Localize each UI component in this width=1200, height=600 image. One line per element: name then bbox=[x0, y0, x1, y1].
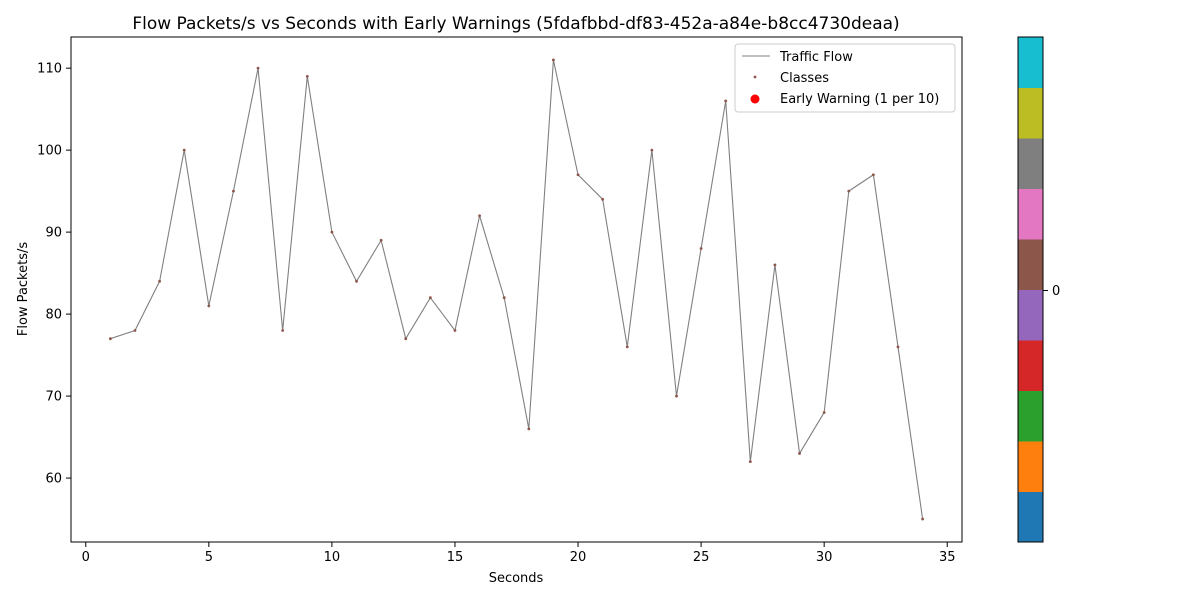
legend-marker-early-warning bbox=[750, 94, 760, 104]
x-tick-label: 10 bbox=[324, 550, 341, 565]
data-point bbox=[896, 345, 900, 349]
legend-label-early-warning: Early Warning (1 per 10) bbox=[780, 92, 939, 107]
data-point bbox=[576, 173, 580, 177]
y-tick-label: 70 bbox=[45, 390, 62, 405]
data-point bbox=[404, 337, 408, 341]
data-point bbox=[207, 304, 211, 308]
data-point bbox=[699, 247, 703, 250]
data-point bbox=[822, 411, 826, 414]
data-point bbox=[798, 452, 801, 455]
legend-marker-classes bbox=[753, 75, 757, 79]
colorbar-frame bbox=[1017, 36, 1044, 543]
legend: Traffic Flow Classes Early Warning (1 pe… bbox=[734, 43, 956, 113]
x-axis: 0 5 10 15 20 25 30 35 bbox=[82, 542, 956, 565]
data-point bbox=[478, 214, 481, 218]
y-tick-label: 110 bbox=[37, 62, 62, 77]
legend-label-classes: Classes bbox=[780, 71, 829, 86]
x-axis-label: Seconds bbox=[489, 571, 544, 586]
data-point bbox=[256, 66, 260, 70]
colorbar-segment bbox=[1018, 441, 1043, 492]
series-layer bbox=[108, 58, 925, 521]
data-point bbox=[847, 189, 851, 193]
data-point bbox=[502, 296, 506, 300]
data-point bbox=[281, 329, 285, 332]
x-tick-label: 15 bbox=[447, 550, 464, 565]
data-point bbox=[133, 329, 137, 332]
data-point bbox=[355, 279, 358, 283]
chart-title: Flow Packets/s vs Seconds with Early War… bbox=[132, 14, 899, 34]
x-tick-label: 20 bbox=[570, 550, 587, 565]
colorbar: 0 bbox=[1017, 36, 1060, 543]
data-point bbox=[675, 394, 678, 398]
data-point bbox=[527, 427, 531, 431]
y-tick-label: 60 bbox=[45, 472, 62, 487]
data-point bbox=[232, 189, 235, 193]
colorbar-segment bbox=[1018, 340, 1043, 391]
y-axis: 60 70 80 90 100 110 bbox=[37, 62, 71, 487]
y-axis-label: Flow Packets/s bbox=[16, 242, 31, 336]
series-line bbox=[110, 59, 924, 520]
x-tick-label: 0 bbox=[82, 550, 90, 565]
data-point bbox=[305, 74, 309, 78]
legend-box bbox=[734, 43, 956, 113]
data-point bbox=[773, 263, 777, 267]
y-tick-label: 90 bbox=[45, 226, 62, 241]
data-point bbox=[182, 148, 186, 152]
colorbar-segment bbox=[1018, 188, 1043, 240]
data-point bbox=[552, 58, 555, 62]
colorbar-tick-label: 0 bbox=[1052, 284, 1060, 299]
data-point bbox=[601, 197, 605, 201]
plot-area bbox=[70, 36, 963, 543]
colorbar-segment bbox=[1018, 289, 1043, 341]
data-point bbox=[453, 329, 457, 332]
colorbar-segment bbox=[1018, 390, 1043, 442]
x-tick-label: 25 bbox=[693, 550, 710, 565]
data-point bbox=[158, 279, 162, 283]
y-tick-label: 80 bbox=[45, 308, 62, 323]
data-point bbox=[650, 148, 654, 152]
legend-label-traffic-flow: Traffic Flow bbox=[779, 50, 853, 65]
data-point bbox=[724, 99, 728, 103]
colorbar-segment bbox=[1018, 491, 1043, 543]
colorbar-segment bbox=[1018, 239, 1043, 290]
data-point bbox=[748, 460, 752, 464]
colorbar-segment bbox=[1018, 87, 1043, 139]
data-point bbox=[921, 517, 925, 521]
data-point bbox=[428, 296, 432, 300]
data-point bbox=[625, 345, 629, 349]
data-point bbox=[379, 238, 383, 242]
colorbar-segment bbox=[1018, 138, 1043, 189]
data-point bbox=[330, 230, 334, 234]
x-tick-label: 5 bbox=[205, 550, 213, 565]
data-point bbox=[108, 337, 112, 341]
x-tick-label: 30 bbox=[816, 550, 833, 565]
data-point bbox=[871, 173, 875, 177]
y-tick-label: 100 bbox=[37, 144, 62, 159]
x-tick-label: 35 bbox=[939, 550, 956, 565]
colorbar-segment bbox=[1018, 37, 1043, 88]
